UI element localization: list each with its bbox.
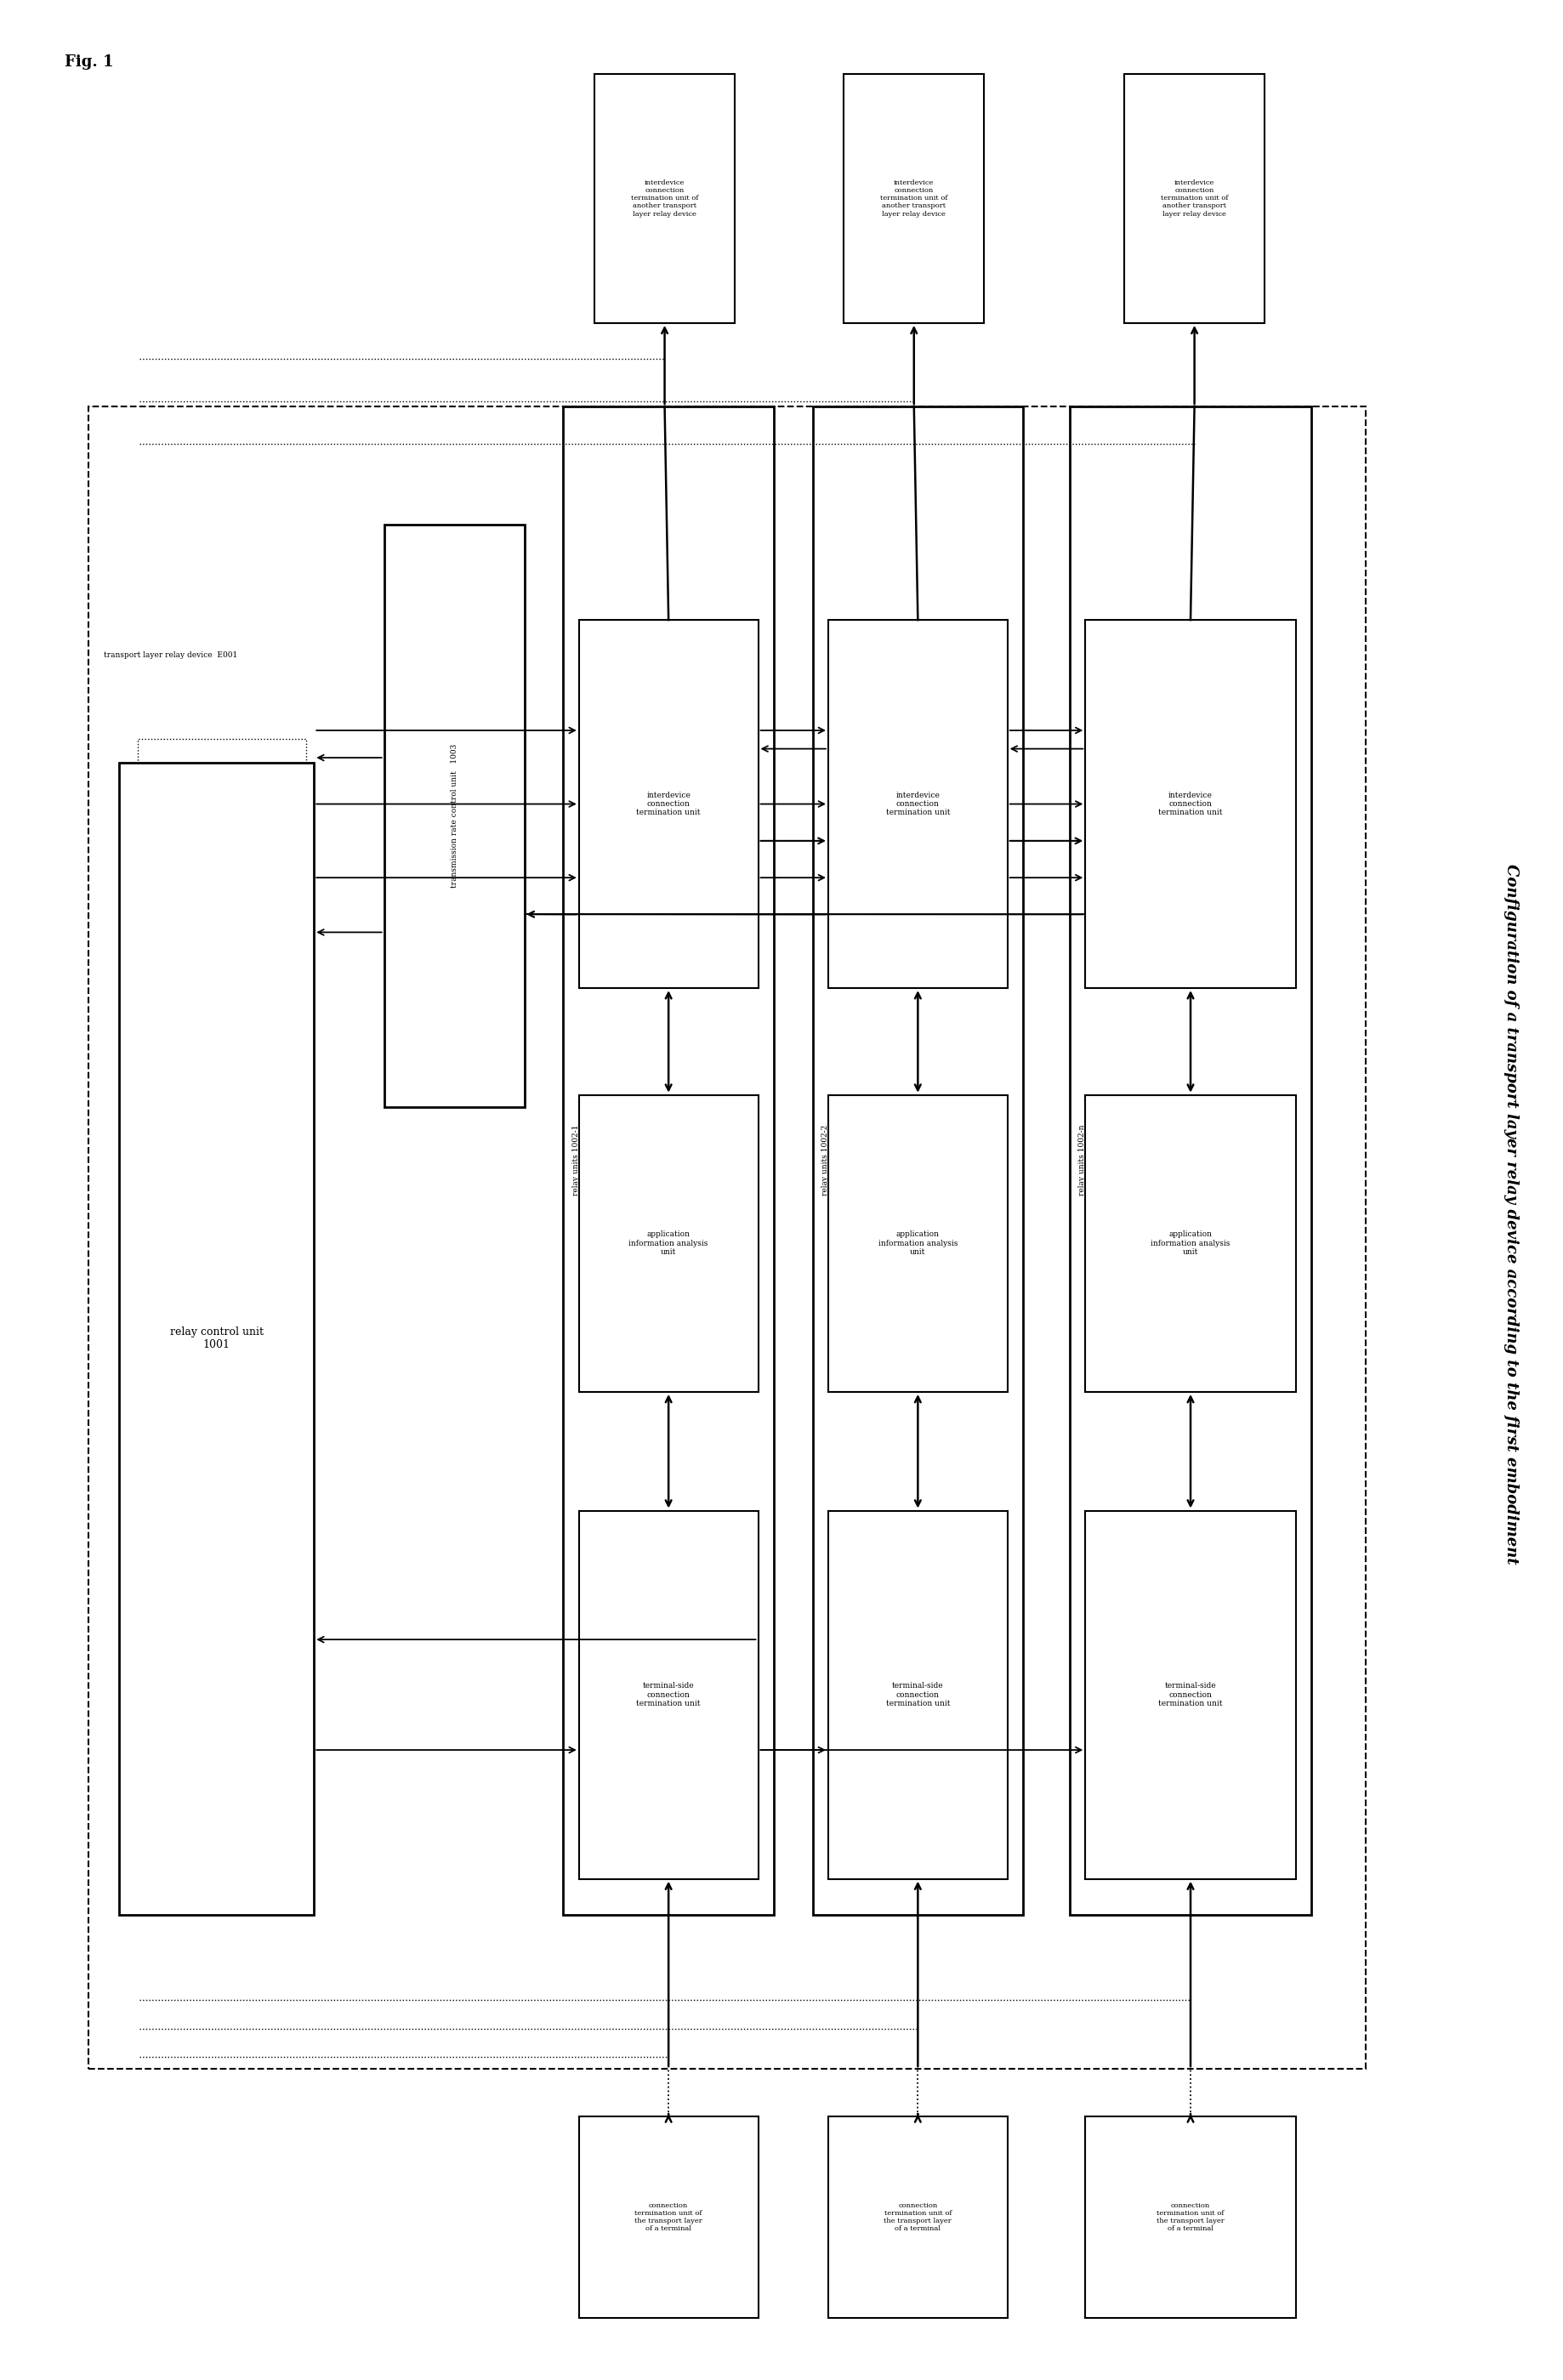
Text: interdevice
connection
termination unit: interdevice connection termination unit [886,790,950,816]
Text: connection
termination unit of
the transport layer
of a terminal: connection termination unit of the trans… [1157,2202,1224,2232]
Text: application
information analysis
unit: application information analysis unit [878,1230,958,1257]
Bar [563,407,774,1914]
Text: connection
termination unit of
the transport layer
of a terminal: connection termination unit of the trans… [635,2202,702,2232]
Bar [828,619,1008,988]
Bar [88,407,1366,2068]
Bar [1069,407,1311,1914]
Bar [828,2116,1008,2318]
Text: interdevice
connection
termination unit: interdevice connection termination unit [636,790,700,816]
Bar [578,1095,758,1392]
Text: interdevice
connection
termination unit: interdevice connection termination unit [1158,790,1222,816]
Text: interdevice
connection
termination unit of
another transport
layer relay device: interdevice connection termination unit … [880,178,947,217]
Bar [1085,619,1296,988]
Text: transport layer relay device  E001: transport layer relay device E001 [103,652,238,659]
Bar [828,1095,1008,1392]
Bar [1085,1095,1296,1392]
Bar [156,766,288,1878]
Bar [119,762,314,1914]
Bar [384,526,524,1107]
Text: relay control unit
1001: relay control unit 1001 [170,1326,264,1349]
Text: Configuration of a transport layer relay device according to the first embodimen: Configuration of a transport layer relay… [1504,864,1518,1564]
Bar [138,738,306,1902]
Bar [578,1511,758,1878]
Bar [828,1511,1008,1878]
Text: terminal-side
connection
termination unit: terminal-side connection termination uni… [636,1683,700,1706]
Text: application
information analysis
unit: application information analysis unit [628,1230,708,1257]
Bar [1085,2116,1296,2318]
Text: transmission rate control unit   1003: transmission rate control unit 1003 [450,745,458,888]
Text: application
information analysis
unit: application information analysis unit [1150,1230,1230,1257]
Bar [578,619,758,988]
Text: relay units 1002-2: relay units 1002-2 [821,1126,828,1195]
Bar [813,407,1024,1914]
Text: interdevice
connection
termination unit of
another transport
layer relay device: interdevice connection termination unit … [1161,178,1229,217]
Bar [594,74,735,324]
Bar [1124,74,1264,324]
Bar [844,74,985,324]
Text: relay units 1002-n: relay units 1002-n [1078,1126,1086,1195]
Text: relay units 1002-1: relay units 1002-1 [572,1126,580,1195]
Text: Fig. 1: Fig. 1 [64,55,114,69]
Text: terminal-side
connection
termination unit: terminal-side connection termination uni… [886,1683,950,1706]
Text: connection
termination unit of
the transport layer
of a terminal: connection termination unit of the trans… [885,2202,952,2232]
Bar [578,2116,758,2318]
Text: interdevice
connection
termination unit of
another transport
layer relay device: interdevice connection termination unit … [631,178,699,217]
Bar [1085,1511,1296,1878]
Text: terminal-side
connection
termination unit: terminal-side connection termination uni… [1158,1683,1222,1706]
